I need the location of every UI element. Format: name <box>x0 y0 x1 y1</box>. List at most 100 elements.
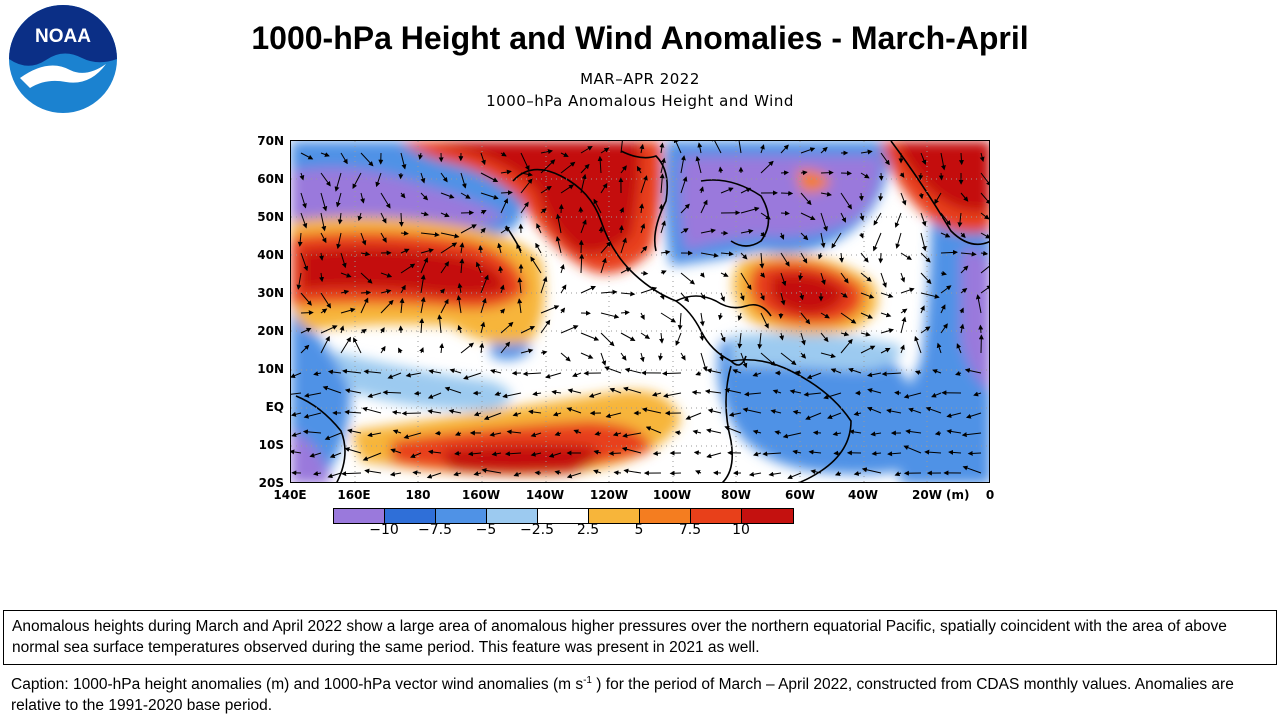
lon-label-0: 0 <box>985 488 995 502</box>
wind-vector <box>820 312 830 319</box>
wind-vector <box>675 332 682 346</box>
wind-vector <box>899 172 905 178</box>
wind-vector <box>800 312 811 325</box>
wind-vector <box>700 292 706 300</box>
wind-vector <box>936 342 942 354</box>
wind-vector <box>410 452 422 458</box>
wind-vector <box>560 325 579 334</box>
wind-vector <box>481 468 502 474</box>
wind-vector <box>759 252 765 269</box>
wind-vector <box>300 212 308 229</box>
wind-vector <box>530 432 542 438</box>
units-label: (m) <box>946 488 970 502</box>
wind-vector <box>500 151 507 157</box>
wind-vector <box>840 292 848 298</box>
lon-label-80w: 80W <box>721 488 751 502</box>
wind-vector <box>818 252 823 260</box>
wind-vector <box>830 368 842 374</box>
wind-vector <box>360 328 367 334</box>
wind-vector <box>700 228 716 234</box>
wind-vector <box>752 429 762 435</box>
wind-vector <box>866 406 882 414</box>
wind-vector <box>880 292 894 298</box>
wind-vector <box>580 332 600 341</box>
wind-vector <box>760 231 766 237</box>
wind-vector <box>540 350 548 356</box>
lon-label-20w: 20W <box>912 488 942 502</box>
colorbar-swatch <box>385 509 436 523</box>
wind-vector <box>940 270 947 276</box>
noaa-logo: NOAA <box>8 4 118 114</box>
wind-vector <box>380 289 392 294</box>
wind-vector <box>948 449 962 455</box>
wind-vector <box>540 208 547 214</box>
wind-vector <box>886 408 902 414</box>
wind-vector <box>959 323 965 334</box>
wind-vector <box>680 228 689 234</box>
wind-vector <box>858 192 864 202</box>
wind-vector <box>600 332 615 347</box>
wind-vector <box>300 310 314 316</box>
wind-vector <box>580 352 594 359</box>
wind-vector <box>401 410 422 416</box>
wind-vector <box>427 409 442 415</box>
wind-vector <box>475 261 482 274</box>
wind-vector <box>744 391 762 397</box>
wind-vector <box>520 201 529 214</box>
wind-vector <box>961 432 982 438</box>
wind-vector <box>480 321 486 334</box>
wind-vector <box>762 451 782 457</box>
wind-vector <box>336 232 342 250</box>
wind-vector <box>418 152 424 160</box>
wind-vector <box>604 366 622 374</box>
wind-vector <box>798 272 804 281</box>
wind-vector <box>480 297 487 314</box>
wind-vector <box>420 172 426 184</box>
wind-vector <box>720 332 726 343</box>
wind-vector <box>840 331 850 337</box>
wind-vector <box>500 226 510 234</box>
wind-vector <box>434 430 442 436</box>
wind-vector <box>352 172 362 189</box>
wind-vector <box>480 152 486 166</box>
wind-vector <box>662 370 682 376</box>
wind-vector <box>934 192 942 205</box>
wind-vector <box>497 242 503 254</box>
wind-vector <box>774 430 782 436</box>
wind-vector <box>344 388 362 394</box>
wind-vector <box>403 432 422 440</box>
svg-text:NOAA: NOAA <box>35 26 91 47</box>
wind-vector <box>357 212 363 222</box>
wind-vector <box>800 252 808 264</box>
wind-vector <box>880 312 892 318</box>
wind-vector <box>827 412 842 419</box>
wind-vector <box>560 352 571 362</box>
wind-vector <box>820 146 828 154</box>
wind-vector <box>652 450 662 456</box>
wind-vector <box>530 451 542 457</box>
wind-vector <box>517 277 523 294</box>
wind-vector <box>347 428 362 434</box>
wind-vector <box>677 312 683 331</box>
wind-vector <box>659 292 665 300</box>
wind-vector <box>489 431 502 437</box>
wind-vector <box>878 172 884 181</box>
wind-vector <box>494 391 502 396</box>
wind-vector <box>704 389 722 395</box>
wind-vector <box>490 368 502 374</box>
wind-vector <box>340 252 347 269</box>
wind-vector <box>480 210 487 215</box>
wind-vector <box>732 369 742 374</box>
wind-vector <box>520 178 533 194</box>
wind-vector <box>940 152 946 171</box>
wind-vector <box>456 295 462 314</box>
wind-vector <box>412 470 422 476</box>
colorbar-label: 10 <box>732 522 750 538</box>
wind-vector <box>605 412 622 419</box>
wind-vector <box>760 212 771 220</box>
wind-vector <box>600 182 608 194</box>
wind-vector <box>400 152 407 170</box>
wind-vector <box>479 342 485 354</box>
wind-vector <box>520 171 533 177</box>
wind-vector <box>613 470 622 476</box>
